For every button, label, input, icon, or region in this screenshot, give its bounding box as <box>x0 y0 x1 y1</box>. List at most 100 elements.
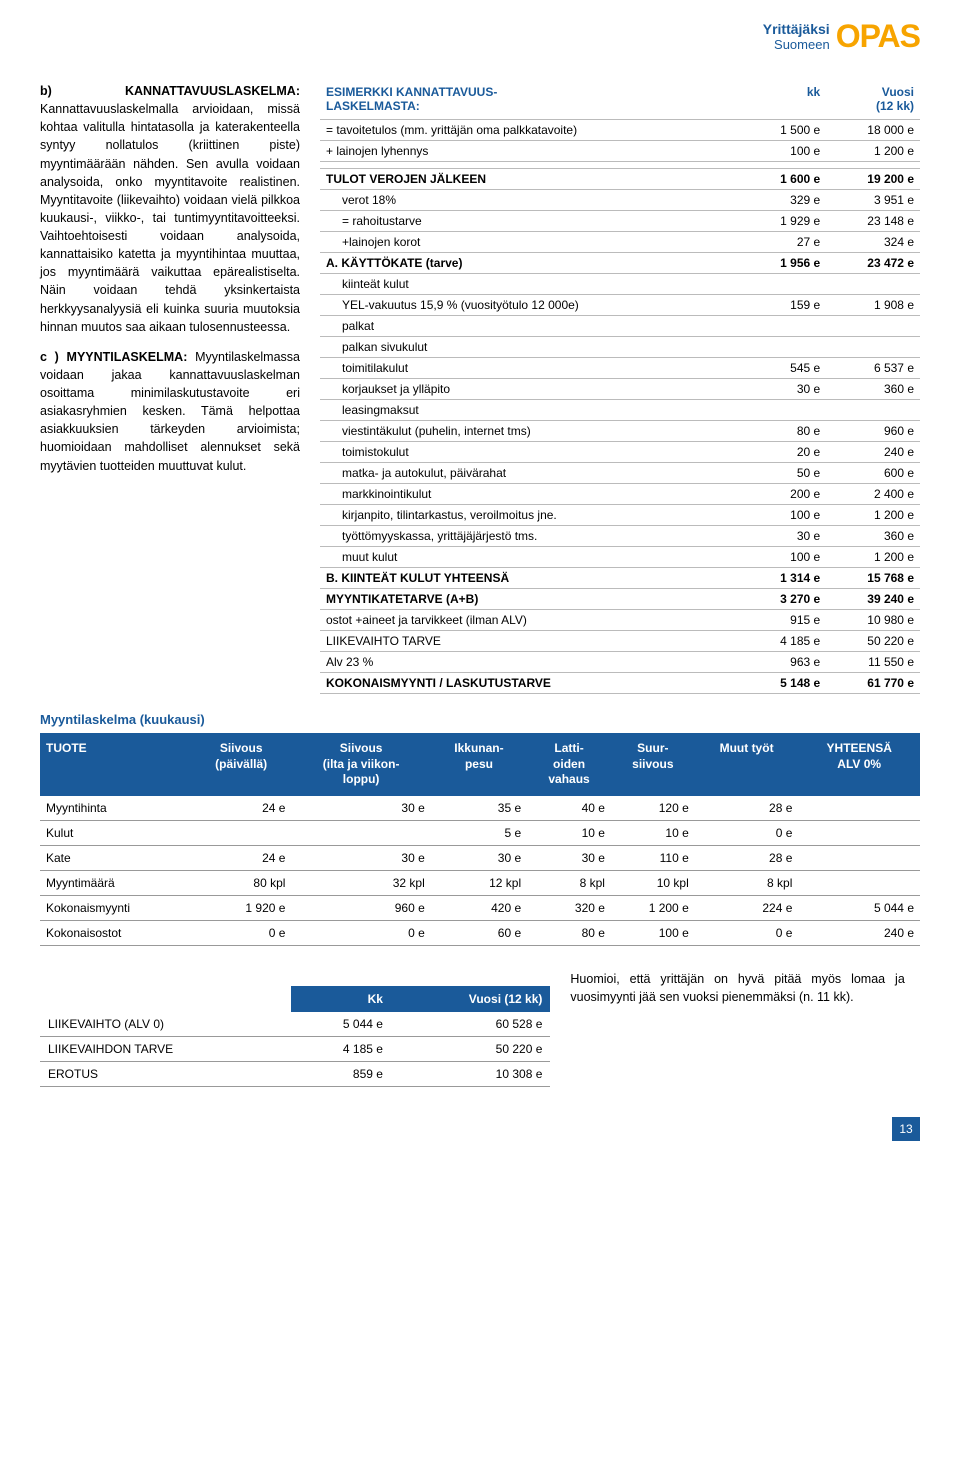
profit-row-kk: 1 314 e <box>743 568 826 589</box>
logo-line2: Suomeen <box>763 37 830 52</box>
sales-col-header: Ikkunan- pesu <box>431 733 527 796</box>
summary-kk: 859 e <box>291 1061 391 1086</box>
profit-row-label: palkan sivukulut <box>320 337 743 358</box>
profit-row-vuosi: 18 000 e <box>826 120 920 141</box>
sales-cell <box>798 845 920 870</box>
profit-row-label: ostot +aineet ja tarvikkeet (ilman ALV) <box>320 610 743 631</box>
profit-row-kk: 1 500 e <box>743 120 826 141</box>
profit-title: ESIMERKKI KANNATTAVUUS- LASKELMASTA: <box>320 82 743 120</box>
profit-row-kk: 100 e <box>743 505 826 526</box>
profit-row-label: MYYNTIKATETARVE (A+B) <box>320 589 743 610</box>
sales-col-header: Muut työt <box>695 733 799 796</box>
profit-row-vuosi: 19 200 e <box>826 169 920 190</box>
sales-cell: 80 e <box>527 920 611 945</box>
sales-cell <box>291 820 430 845</box>
profit-table-container: ESIMERKKI KANNATTAVUUS- LASKELMASTA:kkVu… <box>320 82 920 694</box>
sales-cell <box>191 820 292 845</box>
sales-row-label: Kokonaisostot <box>40 920 191 945</box>
sales-cell: 10 e <box>611 820 695 845</box>
section-b-body: Kannattavuuslaskelmalla arvioidaan, miss… <box>40 102 300 334</box>
profit-row-kk: 20 e <box>743 442 826 463</box>
profit-row-vuosi: 1 200 e <box>826 505 920 526</box>
sales-cell: 320 e <box>527 895 611 920</box>
profit-row-vuosi: 3 951 e <box>826 190 920 211</box>
sales-cell: 40 e <box>527 796 611 821</box>
summary-kk: 4 185 e <box>291 1036 391 1061</box>
profit-row-kk: 915 e <box>743 610 826 631</box>
profit-row-label: = tavoitetulos (mm. yrittäjän oma palkka… <box>320 120 743 141</box>
profit-row-kk: 329 e <box>743 190 826 211</box>
summary-table: KkVuosi (12 kk) LIIKEVAIHTO (ALV 0)5 044… <box>40 986 550 1087</box>
sales-cell: 28 e <box>695 796 799 821</box>
profit-row-kk: 30 e <box>743 526 826 547</box>
profit-row-vuosi <box>826 400 920 421</box>
profit-row-vuosi: 1 200 e <box>826 141 920 162</box>
sales-cell: 8 kpl <box>695 870 799 895</box>
logo-line1: Yrittäjäksi <box>763 21 830 37</box>
sales-cell: 24 e <box>191 796 292 821</box>
profit-row-label: työttömyyskassa, yrittäjäjärjestö tms. <box>320 526 743 547</box>
sales-cell: 12 kpl <box>431 870 527 895</box>
profit-row-label <box>320 162 743 169</box>
sales-cell: 5 e <box>431 820 527 845</box>
profit-row-kk: 1 929 e <box>743 211 826 232</box>
profit-row-kk: 963 e <box>743 652 826 673</box>
sales-cell: 8 kpl <box>527 870 611 895</box>
summary-col-header: Vuosi (12 kk) <box>391 986 550 1012</box>
profit-row-kk: 80 e <box>743 421 826 442</box>
profit-row-label: A. KÄYTTÖKATE (tarve) <box>320 253 743 274</box>
summary-vuosi: 10 308 e <box>391 1061 550 1086</box>
profit-row-kk: 100 e <box>743 141 826 162</box>
profit-row-kk: 159 e <box>743 295 826 316</box>
profit-col-vuosi: Vuosi (12 kk) <box>826 82 920 120</box>
sales-row-label: Myyntimäärä <box>40 870 191 895</box>
sales-col-header: Siivous (päivällä) <box>191 733 292 796</box>
profit-row-kk: 50 e <box>743 463 826 484</box>
sales-row-label: Kate <box>40 845 191 870</box>
profit-row-vuosi: 240 e <box>826 442 920 463</box>
sales-cell: 10 kpl <box>611 870 695 895</box>
profit-row-label: + lainojen lyhennys <box>320 141 743 162</box>
summary-vuosi: 50 220 e <box>391 1036 550 1061</box>
sales-cell: 30 e <box>431 845 527 870</box>
profit-row-kk: 27 e <box>743 232 826 253</box>
profit-row-vuosi: 1 908 e <box>826 295 920 316</box>
profit-row-kk <box>743 316 826 337</box>
profit-row-vuosi: 1 200 e <box>826 547 920 568</box>
profit-row-vuosi: 960 e <box>826 421 920 442</box>
sales-cell: 0 e <box>191 920 292 945</box>
profit-row-vuosi <box>826 316 920 337</box>
profit-row-kk: 3 270 e <box>743 589 826 610</box>
profit-row-vuosi: 360 e <box>826 379 920 400</box>
profit-row-label: LIIKEVAIHTO TARVE <box>320 631 743 652</box>
profit-row-label: YEL-vakuutus 15,9 % (vuosityötulo 12 000… <box>320 295 743 316</box>
summary-row-label: LIIKEVAIHTO (ALV 0) <box>40 1012 291 1037</box>
profit-row-vuosi: 23 472 e <box>826 253 920 274</box>
profit-row-kk: 4 185 e <box>743 631 826 652</box>
sales-col-header: Latti- oiden vahaus <box>527 733 611 796</box>
profit-row-label: muut kulut <box>320 547 743 568</box>
profit-row-vuosi: 324 e <box>826 232 920 253</box>
profit-row-kk: 1 600 e <box>743 169 826 190</box>
sales-cell: 10 e <box>527 820 611 845</box>
profit-row-label: toimistokulut <box>320 442 743 463</box>
sales-calc-title: Myyntilaskelma (kuukausi) <box>40 712 920 727</box>
summary-col-header: Kk <box>291 986 391 1012</box>
profit-row-kk: 30 e <box>743 379 826 400</box>
summary-row-label: EROTUS <box>40 1061 291 1086</box>
profit-row-label: +lainojen korot <box>320 232 743 253</box>
profit-row-label: markkinointikulut <box>320 484 743 505</box>
profit-row-label: Alv 23 % <box>320 652 743 673</box>
profit-row-vuosi: 2 400 e <box>826 484 920 505</box>
sales-cell: 960 e <box>291 895 430 920</box>
sales-cell: 110 e <box>611 845 695 870</box>
sales-col-header: TUOTE <box>40 733 191 796</box>
section-c-title: c ) MYYNTILASKELMA: <box>40 350 187 364</box>
profit-row-label: kirjanpito, tilintarkastus, veroilmoitus… <box>320 505 743 526</box>
sales-cell <box>798 870 920 895</box>
sales-cell: 1 920 e <box>191 895 292 920</box>
profit-row-label: = rahoitustarve <box>320 211 743 232</box>
summary-row-label: LIIKEVAIHDON TARVE <box>40 1036 291 1061</box>
profit-row-kk: 1 956 e <box>743 253 826 274</box>
profit-col-kk: kk <box>743 82 826 120</box>
